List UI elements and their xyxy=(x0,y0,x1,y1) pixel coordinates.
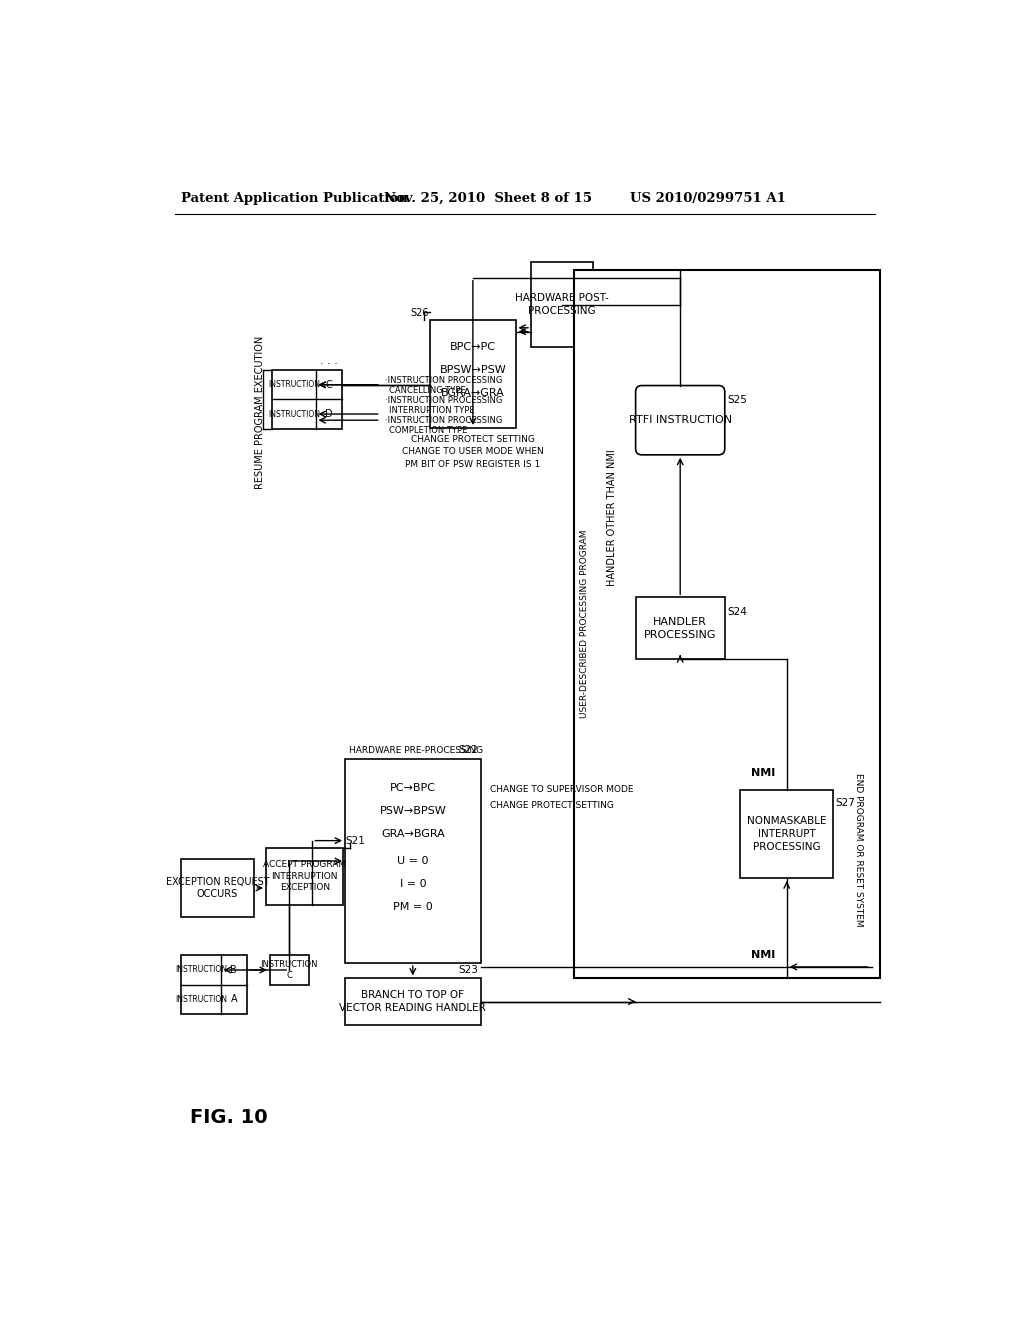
Text: RTFI INSTRUCTION: RTFI INSTRUCTION xyxy=(629,416,732,425)
Text: NMI: NMI xyxy=(752,950,775,961)
Text: US 2010/0299751 A1: US 2010/0299751 A1 xyxy=(630,191,786,205)
FancyBboxPatch shape xyxy=(636,385,725,455)
Text: INSTRUCTION: INSTRUCTION xyxy=(175,995,227,1003)
Text: HARDWARE PRE-PROCESSING: HARDWARE PRE-PROCESSING xyxy=(349,746,483,755)
Text: PSW→BPSW: PSW→BPSW xyxy=(380,807,446,816)
Text: U = 0: U = 0 xyxy=(397,855,429,866)
Text: EXCEPTION REQUEST
OCCURS: EXCEPTION REQUEST OCCURS xyxy=(166,876,269,899)
Text: INSTRUCTION: INSTRUCTION xyxy=(175,965,227,974)
Text: PC→BPC: PC→BPC xyxy=(390,783,436,793)
Text: HANDLER OTHER THAN NMI: HANDLER OTHER THAN NMI xyxy=(607,450,617,586)
Bar xyxy=(573,271,880,978)
Text: B: B xyxy=(230,965,238,975)
Text: D: D xyxy=(325,409,333,418)
Text: CHANGE PROTECT SETTING: CHANGE PROTECT SETTING xyxy=(489,801,613,809)
Text: S22: S22 xyxy=(459,746,478,755)
Text: COMPLETION TYPE: COMPLETION TYPE xyxy=(389,425,467,434)
Text: USER-DESCRIBED PROCESSING PROGRAM: USER-DESCRIBED PROCESSING PROGRAM xyxy=(580,531,589,718)
Text: PM BIT OF PSW REGISTER IS 1: PM BIT OF PSW REGISTER IS 1 xyxy=(406,459,541,469)
Text: HARDWARE POST-
PROCESSING: HARDWARE POST- PROCESSING xyxy=(515,293,609,315)
Bar xyxy=(266,847,343,906)
Text: NMI: NMI xyxy=(752,768,775,777)
Text: I = 0: I = 0 xyxy=(399,879,426,888)
Text: PM = 0: PM = 0 xyxy=(393,902,433,912)
Text: CHANGE PROTECT SETTING: CHANGE PROTECT SETTING xyxy=(411,436,535,444)
Text: ·INSTRUCTION PROCESSING: ·INSTRUCTION PROCESSING xyxy=(385,396,502,405)
Text: ·INSTRUCTION PROCESSING: ·INSTRUCTION PROCESSING xyxy=(385,416,502,425)
Text: ACCEPT PROGRAM
INTERRUPTION
EXCEPTION: ACCEPT PROGRAM INTERRUPTION EXCEPTION xyxy=(263,861,346,892)
Text: CANCELLING TYPE: CANCELLING TYPE xyxy=(389,385,466,395)
Text: CHANGE TO USER MODE WHEN: CHANGE TO USER MODE WHEN xyxy=(402,447,544,457)
Text: INSTRUCTION: INSTRUCTION xyxy=(268,380,319,389)
Text: A: A xyxy=(230,994,238,1005)
Text: . . .: . . . xyxy=(319,356,338,366)
Text: BRANCH TO TOP OF
VECTOR READING HANDLER: BRANCH TO TOP OF VECTOR READING HANDLER xyxy=(339,990,486,1012)
Bar xyxy=(180,956,247,1014)
Bar xyxy=(430,321,515,428)
Bar xyxy=(272,370,342,429)
Bar xyxy=(345,759,480,964)
Text: BPC→PC: BPC→PC xyxy=(450,342,496,352)
Text: RESUME PROGRAM EXECUTION: RESUME PROGRAM EXECUTION xyxy=(255,335,265,490)
Text: NONMASKABLE
INTERRUPT
PROCESSING: NONMASKABLE INTERRUPT PROCESSING xyxy=(746,816,826,851)
Text: INSTRUCTION: INSTRUCTION xyxy=(268,409,319,418)
Bar xyxy=(270,954,308,985)
Text: BGRA→GRA: BGRA→GRA xyxy=(441,388,505,399)
Bar xyxy=(180,859,254,917)
Bar xyxy=(531,263,593,347)
Text: FIG. 10: FIG. 10 xyxy=(190,1107,267,1126)
Text: Nov. 25, 2010  Sheet 8 of 15: Nov. 25, 2010 Sheet 8 of 15 xyxy=(384,191,592,205)
Text: C: C xyxy=(326,380,332,389)
Text: S25: S25 xyxy=(727,395,746,405)
Text: INTERRUPTION TYPE: INTERRUPTION TYPE xyxy=(389,405,475,414)
Text: Patent Application Publication: Patent Application Publication xyxy=(180,191,408,205)
Bar xyxy=(636,597,725,659)
Text: S21: S21 xyxy=(345,836,365,846)
Bar xyxy=(345,978,480,1024)
Text: INSTRUCTION
C: INSTRUCTION C xyxy=(260,960,317,981)
Text: GRA→BGRA: GRA→BGRA xyxy=(381,829,444,840)
Text: HANDLER
PROCESSING: HANDLER PROCESSING xyxy=(644,616,717,639)
Text: S27: S27 xyxy=(836,797,855,808)
Text: CHANGE TO SUPERVISOR MODE: CHANGE TO SUPERVISOR MODE xyxy=(489,785,634,795)
Text: S26: S26 xyxy=(411,308,429,318)
Bar xyxy=(740,789,834,878)
Text: S24: S24 xyxy=(727,607,746,616)
Text: END PROGRAM OR RESET SYSTEM: END PROGRAM OR RESET SYSTEM xyxy=(854,772,862,927)
Text: BPSW→PSW: BPSW→PSW xyxy=(439,366,506,375)
Text: ·INSTRUCTION PROCESSING: ·INSTRUCTION PROCESSING xyxy=(385,376,502,385)
Text: S23: S23 xyxy=(459,965,478,974)
